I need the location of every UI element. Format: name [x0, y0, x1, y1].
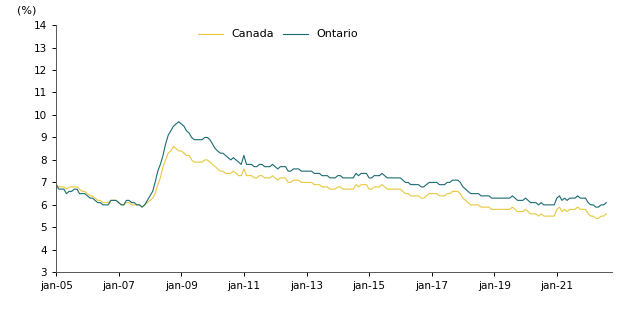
Line: Ontario: Ontario — [56, 122, 607, 207]
Legend: Canada, Ontario: Canada, Ontario — [194, 25, 363, 44]
Text: (%): (%) — [17, 5, 37, 15]
Line: Canada: Canada — [56, 146, 607, 218]
